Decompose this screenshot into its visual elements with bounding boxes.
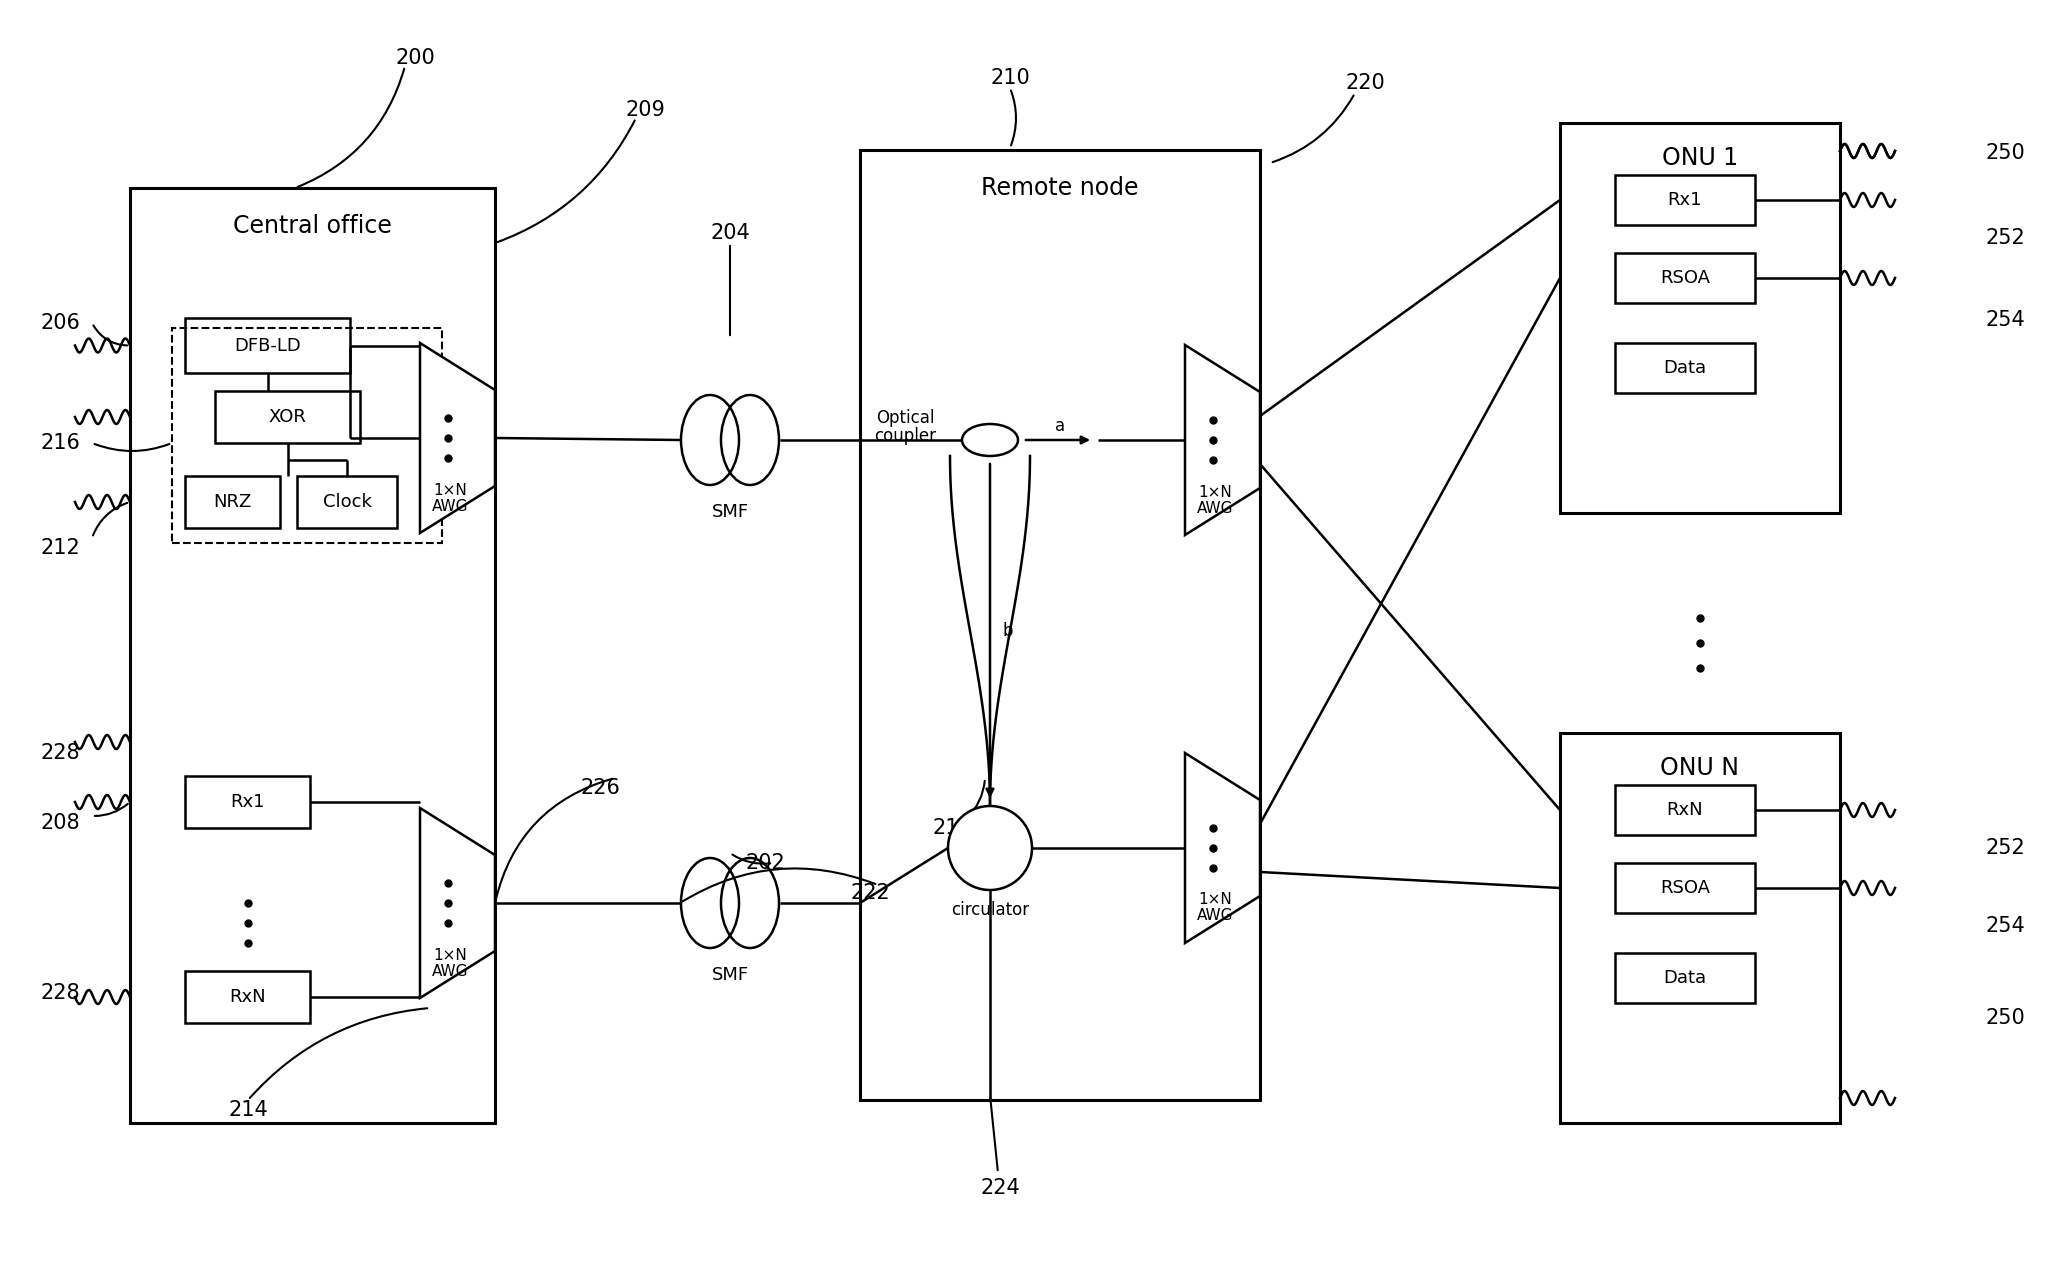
- Text: 1×N: 1×N: [433, 483, 468, 497]
- Text: 222: 222: [851, 883, 890, 904]
- Text: circulator: circulator: [950, 901, 1029, 919]
- Text: RSOA: RSOA: [1660, 268, 1710, 288]
- Text: 206: 206: [39, 313, 81, 334]
- Bar: [184, 971, 310, 1022]
- Text: Remote node: Remote node: [981, 176, 1138, 199]
- Text: b: b: [1002, 622, 1012, 640]
- Text: XOR: XOR: [269, 408, 306, 426]
- Text: Clock: Clock: [323, 493, 371, 511]
- Text: 1×N: 1×N: [1199, 892, 1232, 907]
- Text: 214: 214: [228, 1100, 267, 1120]
- Text: 254: 254: [1985, 311, 2024, 330]
- Text: 228: 228: [39, 743, 81, 763]
- Text: DFB-LD: DFB-LD: [234, 336, 300, 354]
- Text: Data: Data: [1664, 969, 1706, 987]
- Bar: [184, 776, 310, 828]
- Text: RxN: RxN: [230, 988, 265, 1006]
- Bar: [1615, 785, 1755, 835]
- Text: ONU 1: ONU 1: [1662, 146, 1739, 170]
- Text: 252: 252: [1985, 227, 2024, 248]
- Bar: [1615, 953, 1755, 1003]
- Text: 200: 200: [395, 49, 435, 68]
- Text: 209: 209: [625, 100, 664, 120]
- Text: Data: Data: [1664, 359, 1706, 377]
- Text: 1×N: 1×N: [1199, 484, 1232, 500]
- Text: AWG: AWG: [1196, 501, 1234, 515]
- Ellipse shape: [963, 424, 1018, 456]
- Text: 210: 210: [989, 68, 1031, 88]
- Text: coupler: coupler: [874, 427, 936, 445]
- Bar: [172, 328, 443, 543]
- Text: 218: 218: [932, 818, 971, 838]
- Text: RSOA: RSOA: [1660, 879, 1710, 897]
- Text: ONU N: ONU N: [1660, 757, 1739, 780]
- Bar: [296, 475, 397, 528]
- Text: 204: 204: [710, 222, 749, 243]
- Polygon shape: [1184, 753, 1261, 943]
- Bar: [859, 150, 1261, 1100]
- Text: 252: 252: [1985, 838, 2024, 858]
- Text: AWG: AWG: [1196, 909, 1234, 924]
- Bar: [1561, 734, 1840, 1123]
- Text: 216: 216: [39, 433, 81, 452]
- Text: 228: 228: [39, 983, 81, 1003]
- Bar: [184, 318, 350, 373]
- Polygon shape: [1184, 345, 1261, 535]
- Bar: [1615, 863, 1755, 912]
- Bar: [1561, 123, 1840, 512]
- Text: 224: 224: [979, 1178, 1021, 1197]
- Polygon shape: [420, 808, 495, 998]
- Text: 208: 208: [39, 813, 81, 833]
- Text: 250: 250: [1985, 143, 2024, 164]
- Bar: [1615, 253, 1755, 303]
- Text: 202: 202: [745, 852, 785, 873]
- Polygon shape: [420, 343, 495, 533]
- Text: Rx1: Rx1: [230, 794, 265, 812]
- Text: Optical: Optical: [876, 409, 934, 427]
- Circle shape: [948, 806, 1033, 889]
- Bar: [184, 475, 279, 528]
- Text: SMF: SMF: [712, 504, 749, 521]
- Bar: [1615, 175, 1755, 225]
- Text: AWG: AWG: [433, 498, 468, 514]
- Text: AWG: AWG: [433, 964, 468, 979]
- Bar: [1615, 343, 1755, 394]
- Text: 226: 226: [580, 778, 619, 797]
- Text: RxN: RxN: [1666, 801, 1704, 819]
- Text: Central office: Central office: [234, 213, 391, 238]
- Text: 254: 254: [1985, 916, 2024, 935]
- Text: a: a: [1056, 417, 1066, 435]
- Text: 1×N: 1×N: [433, 947, 468, 962]
- Text: SMF: SMF: [712, 966, 749, 984]
- Text: 220: 220: [1346, 73, 1385, 93]
- Bar: [215, 391, 360, 443]
- Text: Rx1: Rx1: [1668, 190, 1702, 210]
- Text: NRZ: NRZ: [213, 493, 253, 511]
- Bar: [130, 188, 495, 1123]
- Text: 250: 250: [1985, 1008, 2024, 1028]
- Text: 212: 212: [39, 538, 81, 558]
